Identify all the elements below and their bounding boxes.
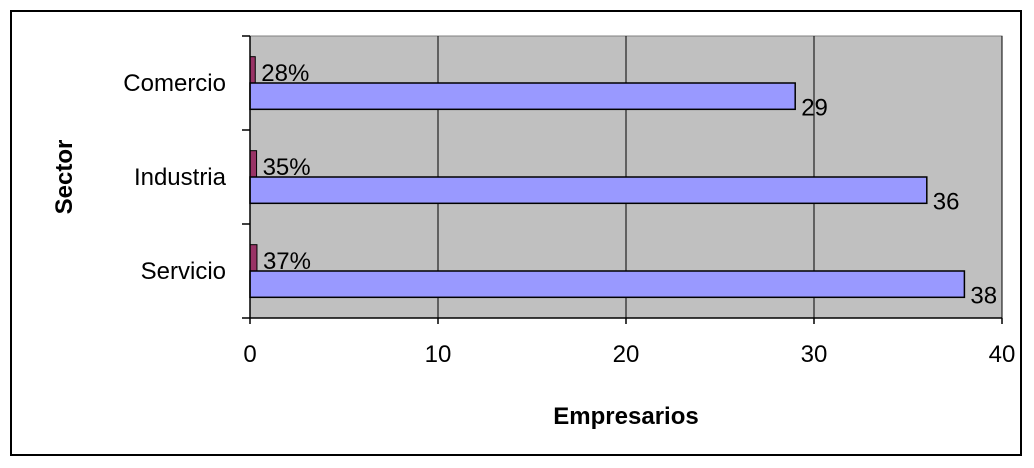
x-axis-title: Empresarios xyxy=(553,403,698,430)
data-label-percent: 28% xyxy=(261,60,309,87)
y-tick-label: Servicio xyxy=(141,258,226,285)
bar-empresarios xyxy=(249,82,796,111)
data-label-percent: 37% xyxy=(263,248,311,275)
x-tick-label: 30 xyxy=(801,341,828,368)
axes xyxy=(242,35,1003,324)
bar-percent xyxy=(249,150,258,178)
bar-percent xyxy=(249,244,258,272)
y-tick-label: Industria xyxy=(134,164,227,191)
bar-percent xyxy=(249,56,256,84)
labels: 0 10 20 30 40 Comercio 28% 29 Industria 35% 36 Serv… xyxy=(123,60,1015,368)
bar-empresarios xyxy=(249,270,966,299)
x-tick-label: 10 xyxy=(425,341,452,368)
data-label-value: 36 xyxy=(933,188,960,215)
y-tick-label: Comercio xyxy=(123,70,226,97)
y-axis-title: Sector xyxy=(51,140,78,215)
data-label-value: 29 xyxy=(801,94,828,121)
x-tick-label: 0 xyxy=(243,341,256,368)
data-label-percent: 35% xyxy=(263,154,311,181)
x-tick-label: 40 xyxy=(989,341,1016,368)
data-label-value: 38 xyxy=(970,282,997,309)
bar-empresarios xyxy=(249,176,928,205)
x-tick-label: 20 xyxy=(613,341,640,368)
bars xyxy=(249,56,966,299)
